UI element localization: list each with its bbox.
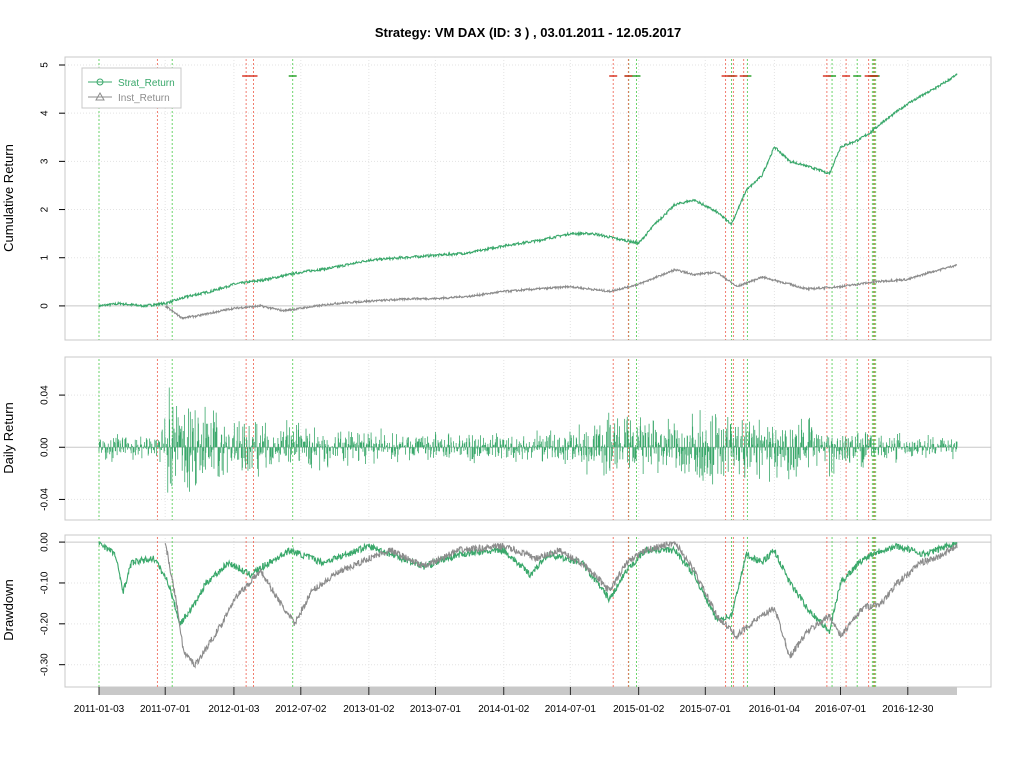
y-tick-label: 5 bbox=[40, 62, 51, 68]
x-tick-label: 2016-07-01 bbox=[815, 704, 867, 715]
x-tick-label: 2011-01-03 bbox=[74, 704, 125, 715]
y-tick-label: 4 bbox=[40, 110, 51, 116]
y-tick-label: -0.30 bbox=[40, 653, 51, 676]
panel-cumulative-frame bbox=[64, 56, 992, 341]
ylabel-cumulative: Cumulative Return bbox=[1, 144, 16, 252]
panel-drawdown-grid bbox=[65, 535, 991, 687]
cumulative-inst-series bbox=[164, 263, 958, 320]
legend-box bbox=[81, 67, 182, 109]
panel-daily-series bbox=[98, 387, 958, 493]
x-axis-bar bbox=[99, 687, 957, 695]
x-axis: 2011-01-03 2011-07-01 2012-01-03 2012-07-02… bbox=[74, 687, 957, 715]
panel-cumulative-signals bbox=[95, 59, 880, 340]
x-tick-label: 2011-07-01 bbox=[140, 704, 191, 715]
panel-drawdown-series bbox=[98, 540, 958, 669]
y-tick-label: 3 bbox=[40, 158, 51, 164]
y-tick-label: 0.00 bbox=[40, 532, 51, 552]
panel-daily-frame bbox=[64, 356, 992, 521]
x-tick-label: 2013-07-01 bbox=[410, 704, 462, 715]
cumulative-strat-series bbox=[98, 73, 958, 308]
daily-return-series bbox=[98, 387, 958, 493]
legend-strat-label: Strat_Return bbox=[118, 78, 175, 89]
y-tick-label: -0.10 bbox=[40, 571, 51, 594]
y-tick-label: -0.04 bbox=[40, 488, 51, 511]
drawdown-strat-series bbox=[98, 541, 958, 634]
legend-inst-marker bbox=[95, 91, 105, 101]
x-tick-label: 2014-01-02 bbox=[478, 704, 530, 715]
x-tick-label: 2016-01-04 bbox=[749, 704, 801, 715]
panel-cumulative: 0 1 2 3 4 5 Cumulative Return Strat_Return In… bbox=[1, 56, 992, 341]
panel-cumulative-grid bbox=[65, 57, 991, 340]
y-tick-label: 1 bbox=[40, 255, 51, 261]
panel-daily-y-axis: -0.04 0.00 0.04 bbox=[40, 385, 65, 511]
y-tick-label: 2 bbox=[40, 206, 51, 212]
panel-drawdown: -0.30 -0.20 -0.10 0.00 Drawdown bbox=[1, 532, 992, 688]
x-tick-label: 2012-07-02 bbox=[275, 704, 327, 715]
x-tick-label: 2014-07-01 bbox=[545, 704, 597, 715]
x-tick-label: 2012-01-03 bbox=[208, 704, 260, 715]
y-tick-label: -0.20 bbox=[40, 612, 51, 635]
y-tick-label: 0.04 bbox=[40, 385, 51, 405]
x-tick-label: 2013-01-02 bbox=[343, 704, 395, 715]
panel-cumulative-y-axis: 0 1 2 3 4 5 bbox=[40, 62, 65, 309]
panel-cumulative-series bbox=[98, 73, 958, 320]
x-tick-label: 2016-12-30 bbox=[882, 704, 934, 715]
legend-inst-label: Inst_Return bbox=[118, 93, 170, 104]
drawdown-inst-series bbox=[164, 540, 958, 669]
y-tick-label: 0 bbox=[40, 303, 51, 309]
ylabel-drawdown: Drawdown bbox=[1, 579, 16, 640]
chart-title: Strategy: VM DAX (ID: 3 ) , 03.01.2011 -… bbox=[375, 25, 681, 40]
x-tick-label: 2015-01-02 bbox=[613, 704, 665, 715]
legend-strat-marker bbox=[96, 78, 104, 86]
panel-drawdown-y-axis: -0.30 -0.20 -0.10 0.00 bbox=[40, 532, 65, 676]
panel-daily: -0.04 0.00 0.04 Daily Return bbox=[1, 356, 992, 521]
x-tick-label: 2015-07-01 bbox=[680, 704, 732, 715]
ylabel-daily: Daily Return bbox=[1, 402, 16, 474]
y-tick-label: 0.00 bbox=[40, 437, 51, 457]
legend: Strat_Return Inst_Return bbox=[81, 67, 182, 109]
